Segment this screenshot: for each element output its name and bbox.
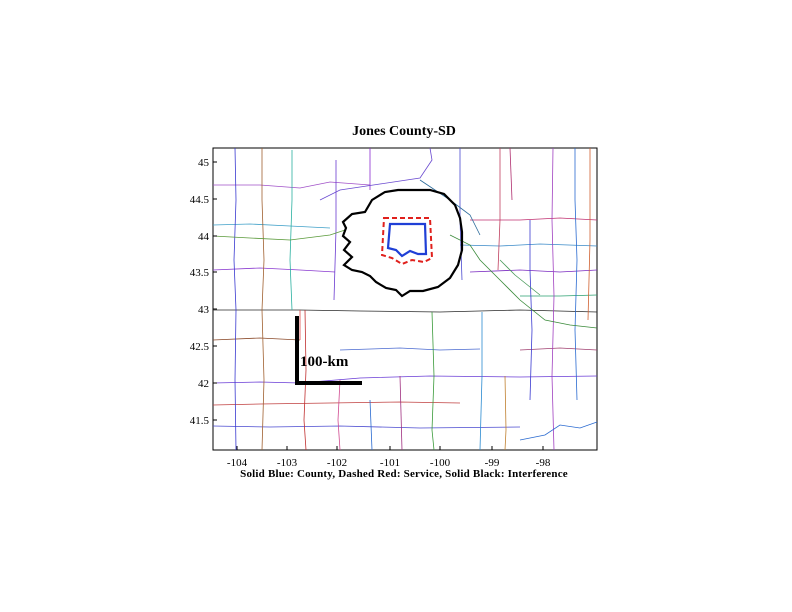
y-tick-labels: 45 44.5 44 43.5 43 42.5 42 41.5 (190, 157, 210, 427)
y-tick-label: 42.5 (190, 341, 210, 353)
x-tick-label: -104 (227, 457, 248, 469)
county-boundary (386, 222, 428, 258)
map-title: Jones County-SD (352, 124, 456, 139)
x-tick-labels: -104 -103 -102 -101 -100 -99 -98 (227, 457, 551, 469)
interference-contour (341, 188, 464, 298)
y-tick-label: 44 (198, 231, 210, 243)
x-tick-label: -100 (430, 457, 451, 469)
y-tick-label: 43 (198, 304, 210, 316)
x-tick-label: -102 (327, 457, 347, 469)
x-axis (236, 446, 544, 450)
scale-bar-label: 100-km (300, 354, 349, 370)
y-tick-label: 41.5 (190, 415, 210, 427)
scale-bar: 100-km (295, 316, 362, 385)
x-tick-label: -98 (536, 457, 551, 469)
x-tick-label: -103 (277, 457, 298, 469)
x-tick-label: -99 (485, 457, 500, 469)
y-tick-label: 44.5 (190, 194, 210, 206)
y-tick-label: 42 (198, 378, 209, 390)
y-axis (213, 161, 217, 421)
x-tick-label: -101 (380, 457, 400, 469)
county-boundaries (212, 147, 598, 451)
y-tick-label: 43.5 (190, 267, 210, 279)
service-contour (380, 217, 434, 266)
y-tick-label: 45 (198, 157, 210, 169)
legend-caption: Solid Blue: County, Dashed Red: Service,… (240, 468, 568, 480)
plot-area (212, 147, 598, 451)
